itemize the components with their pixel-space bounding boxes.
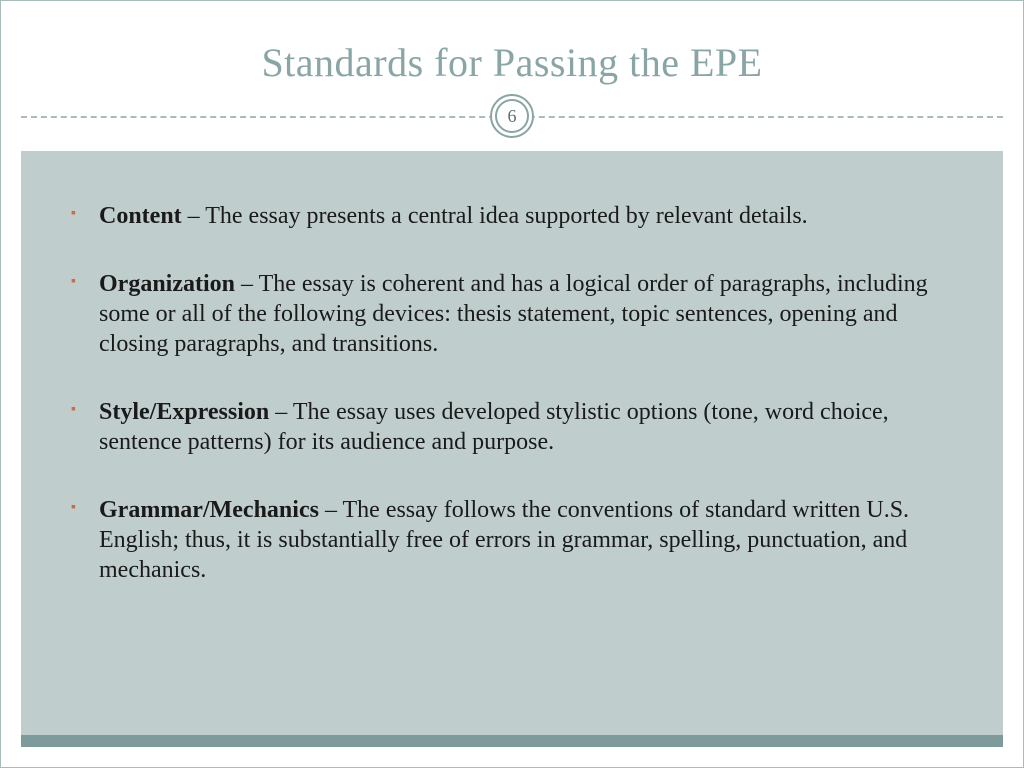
bottom-accent-bar [21,735,1003,747]
badge-outer-ring: 6 [490,94,534,138]
list-item: Organization – The essay is coherent and… [71,269,963,359]
bullet-label: Style/Expression [99,399,269,425]
list-item: Grammar/Mechanics – The essay follows th… [71,495,963,585]
list-item: Style/Expression – The essay uses develo… [71,397,963,457]
slide-title: Standards for Passing the EPE [1,1,1023,86]
page-number: 6 [495,99,529,133]
bullet-label: Organization [99,271,235,297]
body-area: Content – The essay presents a central i… [21,151,1003,747]
list-item: Content – The essay presents a central i… [71,201,963,231]
page-number-badge: 6 [490,94,534,138]
bullet-label: Content [99,203,182,229]
header-area: Standards for Passing the EPE 6 [1,1,1023,151]
slide-container: Standards for Passing the EPE 6 Content … [0,0,1024,768]
bullet-desc: – The essay presents a central idea supp… [182,203,808,229]
bullet-label: Grammar/Mechanics [99,497,319,523]
bullet-list: Content – The essay presents a central i… [21,151,1003,653]
